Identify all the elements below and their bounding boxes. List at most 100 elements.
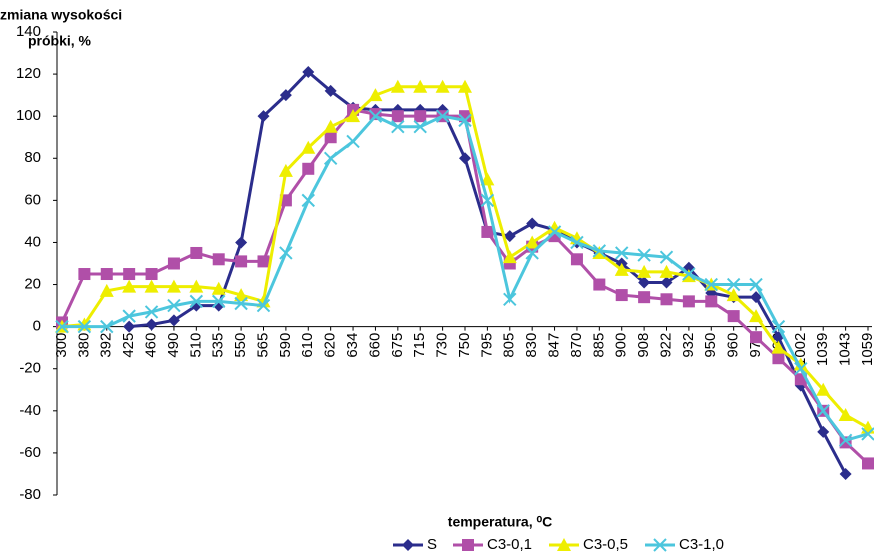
- point: [368, 109, 383, 123]
- x-tick-label: 300: [53, 333, 70, 358]
- x-tick-label: 1059: [859, 333, 874, 366]
- legend-label: C3-1,0: [679, 536, 724, 553]
- y-tick-label: 0: [33, 318, 41, 335]
- point: [749, 309, 764, 323]
- point: [593, 278, 606, 291]
- y-tick-label: -20: [19, 360, 41, 377]
- point: [772, 352, 785, 365]
- x-tick-label: 900: [613, 333, 630, 358]
- point: [750, 331, 763, 344]
- x-tick-label: 805: [501, 333, 518, 358]
- point: [55, 319, 69, 334]
- point: [653, 538, 667, 552]
- x-tick-label: 932: [680, 333, 697, 358]
- point: [592, 244, 607, 258]
- point: [727, 310, 740, 323]
- x-tick-label: 535: [210, 333, 227, 358]
- point: [503, 292, 517, 306]
- point: [816, 404, 830, 418]
- point: [570, 235, 584, 250]
- point: [570, 253, 583, 266]
- y-tick-label: 40: [24, 233, 41, 250]
- x-tick-label: 380: [75, 333, 92, 358]
- point: [77, 319, 92, 334]
- x-tick-label: 960: [725, 333, 742, 358]
- y-axis-label: próbki, %: [28, 33, 92, 49]
- point: [391, 119, 405, 134]
- x-tick-label: 550: [232, 333, 249, 358]
- point: [637, 248, 651, 262]
- point: [99, 283, 114, 297]
- point: [167, 298, 181, 313]
- point: [189, 279, 204, 293]
- x-tick-label: 795: [478, 333, 495, 358]
- x-tick-label: 590: [277, 333, 294, 358]
- point: [862, 457, 874, 470]
- point: [323, 119, 338, 133]
- point: [638, 291, 651, 304]
- x-tick-label: 620: [322, 333, 339, 358]
- point: [704, 277, 718, 292]
- point: [659, 264, 674, 278]
- x-tick-label: 634: [344, 333, 361, 358]
- point: [145, 318, 158, 331]
- x-tick-label: 730: [434, 333, 451, 358]
- point: [726, 288, 741, 302]
- y-tick-label: 120: [16, 65, 41, 82]
- point: [257, 110, 270, 123]
- point: [144, 305, 159, 319]
- y-tick-label: 140: [16, 23, 41, 40]
- point: [414, 110, 427, 123]
- point: [749, 277, 763, 292]
- point: [462, 539, 474, 551]
- point: [167, 257, 180, 270]
- point: [167, 314, 180, 327]
- point: [750, 291, 763, 304]
- point: [503, 230, 516, 243]
- point: [771, 319, 786, 334]
- point: [123, 268, 136, 281]
- y-tick-label: -60: [19, 444, 41, 461]
- point: [480, 193, 495, 208]
- point: [190, 246, 203, 259]
- legend-label: S: [427, 536, 437, 553]
- point: [435, 109, 450, 123]
- point: [346, 109, 361, 123]
- point: [323, 151, 338, 165]
- point: [279, 246, 293, 260]
- x-tick-label: 392: [98, 333, 115, 358]
- series-line: [62, 114, 869, 443]
- point: [615, 246, 629, 260]
- y-tick-label: 20: [24, 276, 41, 293]
- point: [123, 320, 136, 333]
- x-tick-label: 610: [299, 333, 316, 358]
- point: [212, 253, 225, 266]
- point: [726, 277, 741, 292]
- point: [368, 88, 383, 102]
- point: [144, 279, 159, 293]
- x-tick-label: 750: [456, 333, 473, 358]
- point: [100, 268, 113, 281]
- point: [413, 119, 427, 134]
- point: [502, 250, 517, 264]
- point: [302, 65, 315, 78]
- legend-label: C3-0,5: [583, 536, 628, 553]
- point: [413, 79, 428, 93]
- point: [166, 279, 181, 293]
- x-tick-label: 565: [254, 333, 271, 358]
- y-tick-label: 100: [16, 107, 41, 124]
- x-tick-label: 425: [120, 333, 137, 358]
- point: [481, 225, 494, 238]
- point: [838, 433, 853, 447]
- point: [235, 236, 248, 249]
- point: [660, 276, 673, 289]
- point: [525, 246, 539, 260]
- point: [458, 79, 472, 93]
- point: [122, 309, 136, 323]
- point: [257, 255, 270, 268]
- point: [234, 288, 249, 302]
- point: [547, 225, 562, 239]
- x-tick-label: 922: [657, 333, 674, 358]
